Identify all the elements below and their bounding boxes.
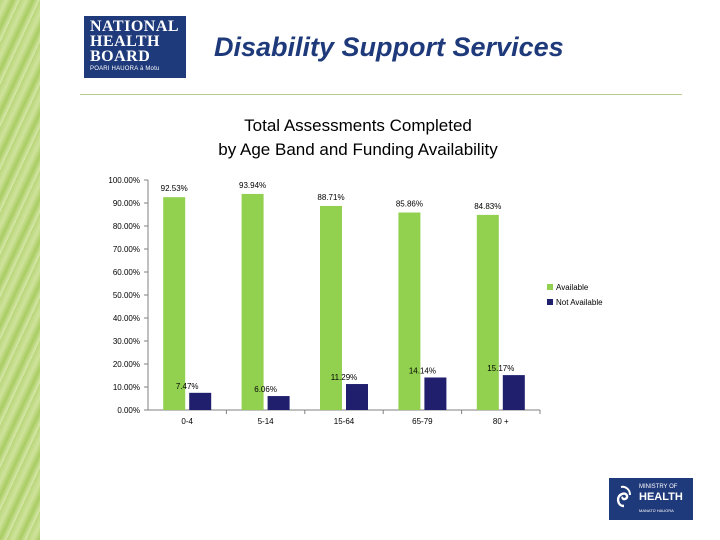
chart-legend: Available Not Available: [547, 283, 603, 307]
x-tick-label: 0-4: [181, 417, 193, 426]
logo-line-2: HEALTH: [90, 33, 160, 50]
bar-available: [320, 205, 342, 410]
data-label-not-available: 14.14%: [409, 366, 436, 375]
decorative-side-strip: [0, 0, 40, 540]
y-tick-label: 10.00%: [113, 383, 140, 392]
data-label-available: 88.71%: [317, 193, 344, 202]
legend-label-not-available: Not Available: [556, 298, 603, 307]
ministry-of-health-logo: MINISTRY OF HEALTH MANATŪ HAUORA: [609, 478, 693, 520]
x-tick-label: 15-64: [334, 417, 355, 426]
legend-label-available: Available: [556, 283, 589, 292]
koru-icon: [616, 485, 631, 508]
bar-available: [241, 193, 264, 410]
y-tick-label: 0.00%: [117, 406, 140, 415]
bar-not-available: [424, 377, 447, 410]
bar-available: [476, 214, 499, 410]
bar-not-available: [189, 392, 212, 410]
legend-swatch-not-available: [547, 299, 553, 305]
y-tick-label: 50.00%: [113, 291, 140, 300]
moh-line-2: HEALTH: [639, 491, 683, 503]
moh-line-3: MANATŪ HAUORA: [639, 508, 674, 513]
y-tick-label: 60.00%: [113, 268, 140, 277]
national-health-board-logo: NATIONAL HEALTH BOARD POARI HAUORA ā Mot…: [84, 16, 186, 78]
logo-line-1: NATIONAL: [90, 18, 180, 35]
x-tick-label: 65-79: [412, 417, 433, 426]
legend-swatch-available: [547, 284, 553, 290]
chart-axes: 0.00% 10.00% 20.00% 30.00% 40.00% 50.00% 60.00…: [108, 176, 541, 426]
data-label-not-available: 6.06%: [254, 385, 277, 394]
chart-title-line-1: Total Assessments Completed: [244, 116, 472, 135]
moh-line-1: MINISTRY OF: [639, 484, 678, 490]
chart-title-line-2: by Age Band and Funding Availability: [218, 140, 498, 159]
x-tick-label: 5-14: [258, 417, 275, 426]
logo-line-3: BOARD: [90, 48, 151, 65]
bar-not-available: [346, 384, 368, 410]
data-label-not-available: 11.29%: [331, 373, 358, 382]
y-tick-label: 70.00%: [113, 245, 140, 254]
bar-available: [163, 197, 186, 410]
y-tick-label: 80.00%: [113, 222, 140, 231]
bar-not-available: [267, 396, 290, 410]
page-title: Disability Support Services: [214, 32, 564, 62]
y-tick-label: 20.00%: [113, 360, 140, 369]
data-label-available: 84.83%: [474, 202, 501, 211]
y-tick-label: 40.00%: [113, 314, 140, 323]
y-tick-label: 90.00%: [113, 199, 140, 208]
data-label-not-available: 7.47%: [176, 382, 199, 391]
y-tick-label: 100.00%: [108, 176, 140, 185]
data-label-available: 93.94%: [239, 181, 266, 190]
data-label-not-available: 15.17%: [487, 364, 514, 373]
data-label-available: 85.86%: [396, 200, 423, 209]
bar-not-available: [502, 375, 525, 410]
x-tick-label: 80 +: [493, 417, 509, 426]
bar-available: [398, 212, 421, 410]
chart-bars: 92.53% 7.47% 93.94% 6.06% 88.71% 11.29% 85.86%…: [161, 181, 525, 410]
data-label-available: 92.53%: [161, 184, 188, 193]
logo-tagline: POARI HAUORA ā Motu: [90, 66, 160, 72]
title-divider: [80, 94, 682, 95]
y-tick-label: 30.00%: [113, 337, 140, 346]
